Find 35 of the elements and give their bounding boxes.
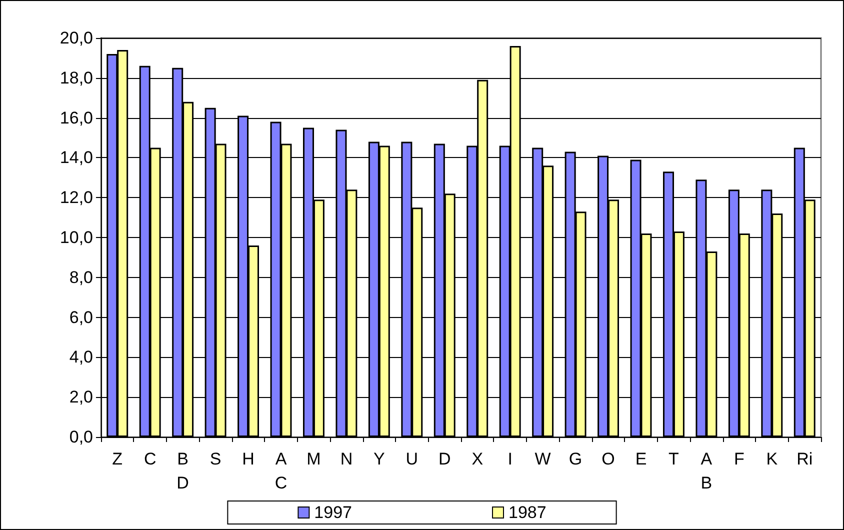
x-tick-label: C (144, 450, 156, 468)
x-tick-label: T (668, 450, 679, 468)
x-tick-label: A B (700, 450, 713, 492)
x-tick-label: F (734, 450, 744, 468)
x-tick-label: Z (112, 450, 123, 468)
y-tick-label: 12,0 (60, 188, 93, 208)
y-tick-label: 4,0 (69, 348, 93, 367)
legend-label: 1997 (314, 503, 352, 522)
x-tick-label: U (406, 450, 418, 468)
x-tick-label: X (472, 450, 484, 468)
y-tick-label: 2,0 (69, 388, 93, 407)
y-tick-label: 16,0 (60, 108, 93, 128)
x-tick-label: I (508, 450, 512, 468)
x-tick-label: Ri (796, 450, 813, 468)
y-tick-label: 14,0 (60, 148, 93, 168)
x-tick-label: O (602, 450, 615, 468)
x-tick-label: H (242, 450, 254, 468)
y-tick-label: 18,0 (60, 68, 93, 88)
x-tick-label: K (766, 450, 778, 468)
x-tick-label: W (534, 450, 551, 468)
y-tick-label: 8,0 (69, 268, 93, 287)
y-tick-label: 20,0 (60, 28, 93, 48)
x-tick-label: E (635, 450, 647, 468)
y-tick-label: 6,0 (69, 308, 93, 327)
x-tick-label: S (210, 450, 222, 468)
x-tick-label: Y (374, 450, 385, 468)
x-tick-label: G (568, 450, 582, 468)
x-tick-label: M (306, 450, 321, 468)
y-tick-label: 0,0 (69, 428, 93, 446)
x-tick-label: N (340, 450, 353, 468)
x-tick-label: D (438, 450, 451, 468)
y-tick-label: 10,0 (60, 228, 93, 247)
legend-label: 1987 (508, 503, 546, 522)
x-tick-label: A C (274, 450, 288, 492)
x-tick-label: B D (176, 450, 189, 492)
